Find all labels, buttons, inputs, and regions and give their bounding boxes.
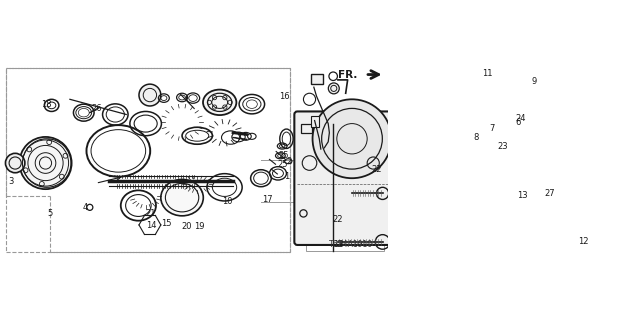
Text: 5: 5 [47,209,52,218]
Text: 9: 9 [531,76,537,86]
Text: 11: 11 [482,69,493,78]
Text: T6Z4A1910: T6Z4A1910 [329,240,373,249]
Text: 23: 23 [497,142,508,151]
Text: 27: 27 [544,189,554,198]
Text: 1: 1 [284,172,289,181]
Text: 16: 16 [278,92,289,101]
Circle shape [19,137,72,189]
Text: 24: 24 [515,114,526,123]
Ellipse shape [161,180,204,216]
Text: 10: 10 [222,197,233,206]
Text: 8: 8 [473,133,479,142]
Text: 14: 14 [147,221,157,230]
Text: 7: 7 [489,124,494,133]
Text: 2: 2 [286,157,291,166]
Text: 22: 22 [371,164,381,174]
Ellipse shape [203,90,236,115]
Text: 17: 17 [262,195,273,204]
Text: 21: 21 [145,209,156,218]
Circle shape [328,83,339,94]
Text: 26: 26 [92,104,102,113]
Circle shape [321,116,331,125]
Text: 13: 13 [516,191,527,200]
Circle shape [312,99,392,178]
FancyBboxPatch shape [301,124,312,133]
Text: 20: 20 [181,222,191,231]
Text: FR.: FR. [338,69,357,80]
Text: 4: 4 [83,203,88,212]
Text: 3: 3 [8,177,13,186]
Circle shape [6,153,25,173]
Text: 19: 19 [194,222,204,231]
FancyBboxPatch shape [294,111,394,245]
Circle shape [366,132,381,146]
Text: 6: 6 [515,118,520,127]
Text: 25: 25 [279,151,289,160]
Circle shape [139,84,161,106]
Text: 22: 22 [333,215,343,224]
Text: 12: 12 [579,237,589,246]
Text: 25: 25 [278,160,288,169]
Text: 13: 13 [333,240,343,250]
FancyBboxPatch shape [311,116,319,127]
Text: 15: 15 [161,219,172,228]
FancyBboxPatch shape [311,75,323,84]
Text: 18: 18 [42,100,52,109]
